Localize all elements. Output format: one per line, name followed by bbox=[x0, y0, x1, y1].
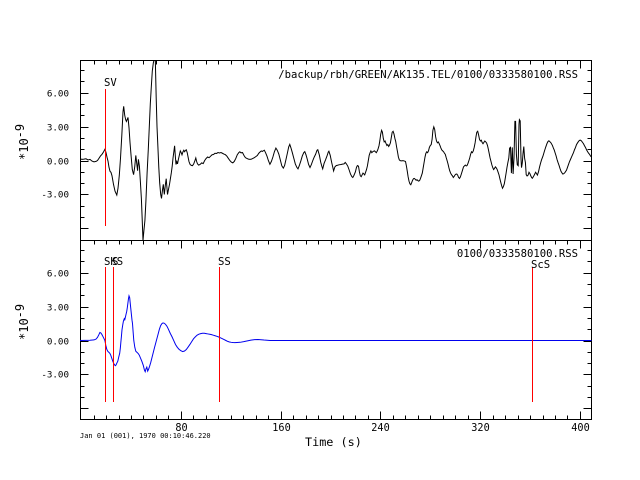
waveform-traces bbox=[80, 60, 592, 374]
phase-pick-label-ScS: ScS bbox=[531, 259, 550, 271]
y-tick-label: 3.00 bbox=[47, 123, 69, 134]
y-tick-label: 0.00 bbox=[47, 157, 69, 168]
x-tick-label: 160 bbox=[272, 423, 290, 434]
top-y-units-label: *10-9 bbox=[13, 124, 31, 160]
bottom-waveform-trace bbox=[80, 293, 592, 374]
y-tick-label: 0.00 bbox=[47, 337, 69, 348]
bottom-y-units-label: *10-9 bbox=[13, 304, 31, 340]
y-tick-label: -3.00 bbox=[41, 190, 69, 201]
bottom-panel-frame bbox=[80, 240, 592, 420]
x-tick-label: 320 bbox=[471, 423, 489, 434]
x-tick-label: 240 bbox=[371, 423, 389, 434]
phase-pick-label-SKS: SKS bbox=[104, 256, 123, 268]
top-panel-frame bbox=[80, 60, 592, 241]
x-tick-label: 400 bbox=[571, 423, 589, 434]
axis-tick-labels: 80 160 240 320 400 6.00 6.00 3.00 3.00 0.00 0.00 -3… bbox=[41, 89, 589, 435]
y-tick-label: 3.00 bbox=[47, 303, 69, 314]
top-fileid-text: /backup/rbh/GREEN/AK135.TEL/0100/0333580… bbox=[278, 69, 578, 81]
y-tick-label: 6.00 bbox=[47, 89, 69, 100]
bottom-fileid-text: 0100/0333580100.RSS bbox=[457, 248, 578, 260]
top-waveform-trace bbox=[80, 60, 592, 240]
phase-pick-label-S: S bbox=[112, 256, 118, 268]
phase-pick-label-SV: SV bbox=[104, 77, 117, 89]
y-tick-label: 6.00 bbox=[47, 269, 69, 280]
x-axis-title: Time (s) bbox=[305, 435, 362, 449]
x-tick-label: 80 bbox=[175, 423, 187, 434]
y-tick-label: -3.00 bbox=[41, 370, 69, 381]
phase-pick-label-SS: SS bbox=[218, 256, 231, 268]
axis-ticks bbox=[80, 60, 592, 420]
reference-time-text: Jan 01 (001), 1970 00:10:46.220 bbox=[80, 432, 211, 440]
